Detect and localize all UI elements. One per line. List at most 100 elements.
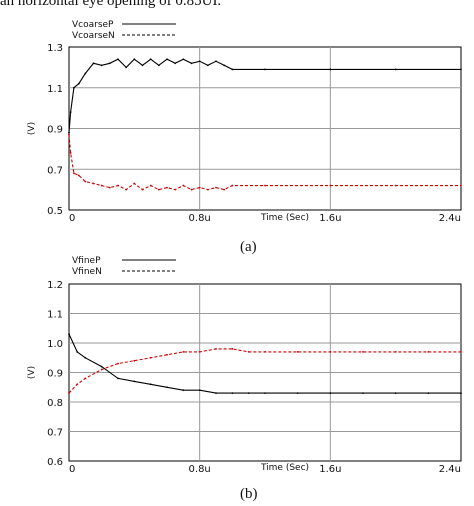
data-point (77, 82, 80, 85)
data-point (117, 362, 119, 365)
data-point (92, 182, 95, 185)
legend-label: VcoarseN (72, 31, 115, 41)
data-point (215, 348, 217, 350)
data-point (125, 188, 128, 191)
data-point (166, 386, 168, 389)
data-point (231, 348, 234, 350)
data-point (231, 68, 234, 71)
data-point (76, 350, 79, 353)
data-point (108, 62, 111, 65)
data-point (198, 60, 201, 63)
data-point (166, 353, 168, 356)
data-point (141, 188, 144, 191)
x-tick-label: 0.8u (189, 213, 211, 224)
data-point (84, 356, 87, 359)
data-point (231, 184, 234, 187)
y-tick-label: 0.5 (47, 206, 63, 217)
data-point (69, 111, 72, 114)
data-point (149, 383, 152, 386)
data-point (247, 350, 250, 353)
y-axis-label: (V) (27, 122, 37, 135)
subfigure-b-caption: (b) (240, 486, 258, 502)
data-point (223, 188, 226, 191)
x-tick-label: 1.6u (319, 213, 341, 224)
data-point (69, 152, 72, 154)
y-axis-label: (V) (27, 366, 37, 379)
data-point (68, 392, 70, 395)
x-tick-label: 2.4u (439, 464, 461, 475)
legend-label: VcoarseP (72, 20, 114, 30)
data-point (84, 72, 87, 75)
data-point (117, 184, 119, 187)
data-point (182, 389, 185, 392)
data-point (100, 365, 103, 368)
x-axis-label: Time (Sec) (260, 463, 309, 473)
data-point (157, 64, 160, 67)
x-tick-label: 0.8u (189, 464, 211, 475)
data-point (100, 184, 103, 187)
data-point (460, 184, 462, 187)
data-point (100, 64, 103, 67)
x-tick-label: 0 (69, 213, 75, 224)
y-tick-label: 0.9 (47, 125, 63, 136)
data-point (329, 68, 332, 71)
y-tick-label: 1.2 (47, 280, 63, 291)
data-point (73, 172, 75, 175)
data-point (76, 383, 79, 386)
data-point (190, 188, 193, 191)
data-point (133, 182, 136, 185)
data-point (427, 392, 430, 395)
data-point (84, 377, 87, 380)
data-point (394, 68, 397, 71)
y-tick-label: 1.3 (47, 43, 63, 54)
subfigure-a-caption: (a) (240, 239, 257, 255)
data-point (108, 186, 111, 189)
data-point (174, 62, 177, 65)
data-point (215, 60, 217, 63)
data-point (84, 180, 87, 183)
data-point (174, 188, 177, 191)
data-point (92, 62, 95, 65)
chart-b: 0 0.8u 1.6u 2.4u 0.6 0.7 0.8 0.9 1.0 1.1 1.2 Time (… (27, 256, 462, 475)
y-tick-label: 0.7 (47, 165, 63, 176)
x-tick-label: 0 (69, 464, 75, 475)
data-point (166, 58, 168, 61)
data-point (133, 359, 136, 362)
data-point (206, 188, 209, 191)
chart-a: 0 0.8u 1.6u 2.4u 0.5 0.7 0.9 1.1 1.3 Time (Sec) (V… (27, 20, 462, 224)
data-point (329, 392, 332, 395)
data-point (264, 392, 266, 395)
data-point (329, 184, 332, 187)
y-tick-label: 1.1 (47, 310, 63, 321)
data-point (362, 392, 364, 395)
data-point (247, 392, 250, 395)
data-point (223, 64, 226, 67)
data-point (166, 186, 168, 189)
data-point (215, 392, 217, 395)
data-point (68, 131, 70, 134)
data-point (117, 58, 119, 61)
data-point (133, 58, 136, 61)
x-tick-label: 1.6u (319, 464, 341, 475)
data-point (182, 184, 185, 187)
y-tick-label: 0.9 (47, 369, 63, 380)
data-point (460, 68, 462, 71)
data-point (141, 64, 144, 67)
data-point (149, 356, 152, 359)
data-point (100, 368, 103, 371)
data-point (117, 377, 119, 380)
series-line-VfineP (68, 333, 461, 394)
y-tick-label: 0.7 (47, 428, 63, 439)
data-point (264, 350, 266, 353)
data-point (460, 350, 462, 353)
data-point (394, 392, 397, 395)
data-point (394, 350, 397, 353)
data-point (68, 333, 70, 336)
data-point (77, 174, 80, 177)
data-point (198, 186, 201, 189)
legend-label: VfineP (72, 256, 101, 266)
data-point (73, 86, 75, 89)
data-point (296, 392, 299, 395)
data-point (215, 186, 217, 189)
